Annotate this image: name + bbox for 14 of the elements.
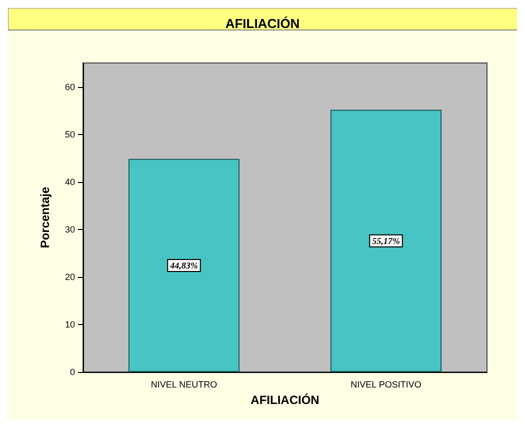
chart-title: AFILIACIÓN: [225, 16, 300, 31]
y-tick-label: 0: [70, 367, 75, 377]
y-tick-label: 50: [64, 129, 75, 140]
y-tick-label: 20: [64, 272, 75, 282]
data-label: 44,83%: [169, 260, 198, 270]
y-tick-label: 10: [64, 319, 75, 330]
y-axis-title: Porcentaje: [38, 186, 52, 248]
x-axis-title: AFILIACIÓN: [250, 393, 320, 407]
data-label: 55,17%: [372, 236, 400, 246]
y-tick-label: 30: [64, 224, 75, 234]
x-tick-label: NIVEL NEUTRO: [150, 380, 218, 390]
y-tick-label: 60: [64, 82, 75, 92]
x-tick-label: NIVEL POSITIVO: [350, 380, 422, 390]
y-tick-label: 40: [64, 176, 75, 187]
